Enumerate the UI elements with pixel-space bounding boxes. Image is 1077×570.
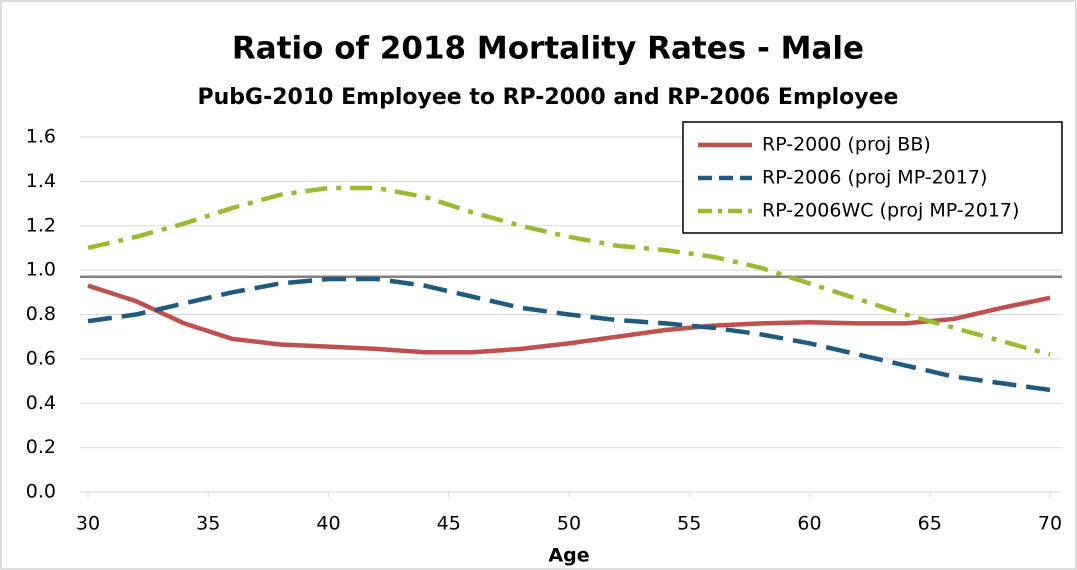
legend-label: RP-2006WC (proj MP-2017) (762, 200, 1019, 222)
chart-title: Ratio of 2018 Mortality Rates - Male (232, 31, 864, 67)
y-tick-label: 1.4 (26, 170, 56, 192)
x-tick-label: 55 (677, 513, 701, 535)
y-tick-label: 0.0 (26, 481, 56, 503)
x-tick-label: 70 (1038, 513, 1062, 535)
legend: RP-2000 (proj BB) RP-2006 (proj MP-2017) R… (682, 121, 1063, 234)
x-tick-label: 45 (437, 513, 461, 535)
chart-subtitle: PubG-2010 Employee to RP-2000 and RP-200… (198, 85, 899, 110)
y-tick-label: 1.6 (26, 126, 56, 148)
x-tick-label: 30 (76, 513, 100, 535)
series-line (87, 283, 1051, 355)
y-tick-label: 1.2 (26, 214, 56, 236)
legend-label: RP-2000 (proj BB) (762, 134, 931, 156)
legend-label: RP-2006 (proj MP-2017) (762, 167, 987, 189)
x-tick-label: 50 (557, 513, 581, 535)
x-tick-label: 40 (316, 513, 340, 535)
series-line (87, 185, 1051, 357)
y-tick-label: 0.4 (26, 392, 56, 414)
y-tick-label: 0.8 (26, 303, 56, 325)
y-tick-label: 0.6 (26, 347, 56, 369)
y-tick-label: 0.2 (26, 436, 56, 458)
y-tick-label: 1.0 (26, 259, 56, 281)
series-line (87, 276, 1051, 393)
x-tick-label: 60 (797, 513, 821, 535)
x-tick-label: 35 (196, 513, 220, 535)
x-axis-label: Age (548, 545, 589, 567)
x-tick-label: 65 (918, 513, 942, 535)
